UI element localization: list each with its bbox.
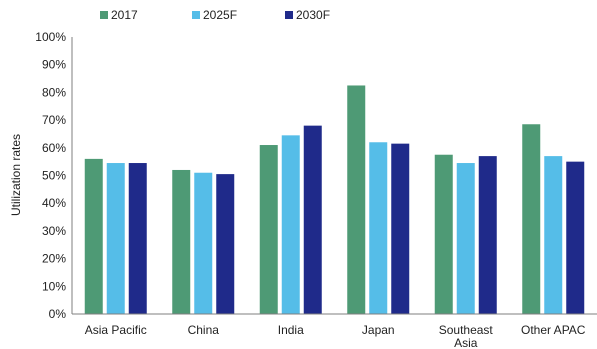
bar-2017-japan xyxy=(347,85,366,314)
x-tick-label: Other APAC xyxy=(521,323,586,337)
bar-2030f-asia-pacific xyxy=(128,163,147,314)
legend-swatch xyxy=(285,11,293,19)
x-tick-label: China xyxy=(188,323,220,337)
bar-2030f-other-apac xyxy=(566,161,585,314)
legend-label: 2025F xyxy=(203,8,237,22)
x-axis-labels: Asia Pacific China India Japan Southeast Asia… xyxy=(85,323,586,349)
bar-2025f-china xyxy=(194,172,213,314)
legend-label: 2017 xyxy=(111,8,138,22)
bars xyxy=(84,85,585,314)
y-tick-label: 20% xyxy=(42,252,66,266)
legend: 2017 2025F 2030F xyxy=(100,8,330,22)
bar-2030f-japan xyxy=(391,143,410,314)
bar-2017-china xyxy=(172,169,191,314)
y-tick-label: 100% xyxy=(35,30,66,44)
y-tick-label: 80% xyxy=(42,85,66,99)
y-tick-label: 40% xyxy=(42,196,66,210)
legend-swatch xyxy=(192,11,200,19)
y-tick-label: 0% xyxy=(49,307,67,321)
bar-2017-india xyxy=(259,145,278,314)
legend-label: 2030F xyxy=(296,8,330,22)
y-tick-label: 10% xyxy=(42,279,66,293)
y-tick-label: 50% xyxy=(42,169,66,183)
x-tick-label: Southeast Asia xyxy=(439,323,494,349)
x-tick-label: Asia Pacific xyxy=(85,323,147,337)
y-axis-ticks: 0% 10% 20% 30% 40% 50% 60% 70% 80% 90% 100% xyxy=(35,30,66,321)
axes xyxy=(71,37,597,315)
legend-swatch xyxy=(100,11,108,19)
bar-2025f-other-apac xyxy=(544,156,563,314)
bar-2017-other-apac xyxy=(522,124,541,314)
bar-2025f-asia-pacific xyxy=(106,163,125,314)
y-axis-title: Utilization rates xyxy=(9,134,23,216)
x-tick-label: Japan xyxy=(362,323,395,337)
bar-2030f-southeast-asia xyxy=(478,156,497,314)
x-tick-label: India xyxy=(278,323,304,337)
bar-2017-asia-pacific xyxy=(84,158,103,314)
y-tick-label: 30% xyxy=(42,224,66,238)
bar-2025f-india xyxy=(281,135,300,314)
y-tick-label: 60% xyxy=(42,141,66,155)
bar-2025f-japan xyxy=(369,142,388,314)
bar-2030f-india xyxy=(303,125,322,314)
bar-2025f-southeast-asia xyxy=(456,163,475,314)
bar-2030f-china xyxy=(216,174,235,314)
y-tick-label: 70% xyxy=(42,113,66,127)
y-tick-label: 90% xyxy=(42,58,66,72)
bar-2017-southeast-asia xyxy=(434,154,453,314)
